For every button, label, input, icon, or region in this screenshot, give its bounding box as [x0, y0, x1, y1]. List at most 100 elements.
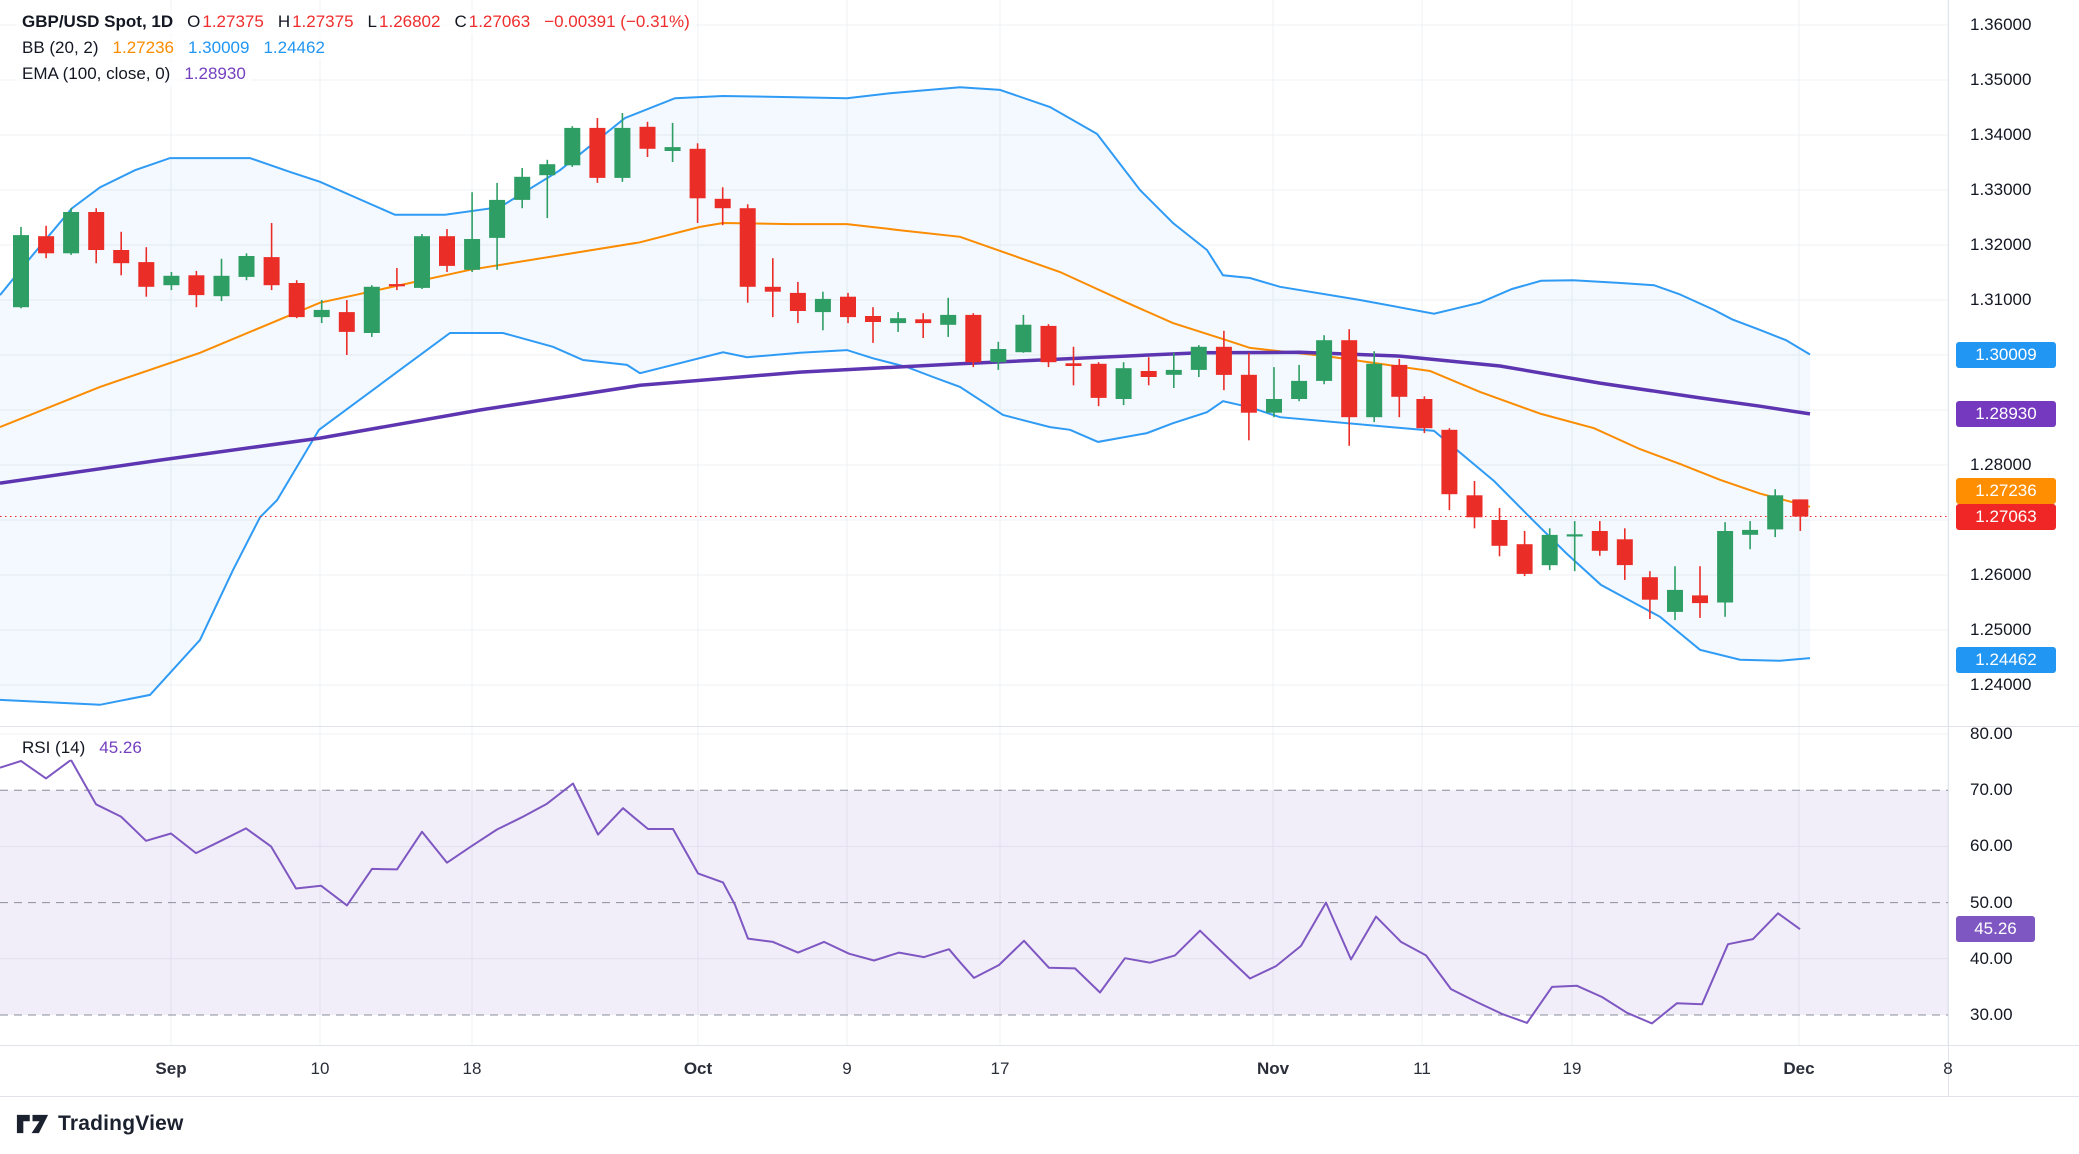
price-tick-label: 1.24000: [1970, 675, 2032, 694]
rsi-legend-row[interactable]: RSI (14) 45.26: [16, 736, 148, 760]
main-legend: GBP/USD Spot, 1D O 1.27375 H 1.27375 L 1.26…: [16, 10, 696, 86]
candle-body: [1792, 499, 1809, 517]
ema-line: [0, 350, 1811, 485]
candle-body: [138, 262, 155, 287]
bb-lower-line: [0, 332, 1811, 706]
bb-basis-value: 1.27236: [112, 38, 174, 57]
price-tick-label: 1.32000: [1970, 235, 2032, 254]
candle-body: [514, 176, 531, 200]
candle-body: [88, 212, 105, 250]
candle-body: [213, 275, 230, 297]
price-axis-badge: 1.27063: [1956, 503, 2056, 530]
candle-body: [1667, 589, 1683, 612]
rsi-legend: RSI (14) 45.26: [16, 736, 148, 760]
bb-label: BB (20, 2): [22, 38, 99, 57]
price-pane[interactable]: [0, 86, 1948, 706]
candle-body: [439, 236, 455, 266]
candle-body: [163, 275, 180, 286]
time-tick-label: 18: [462, 1059, 482, 1078]
time-tick-label: 10: [310, 1059, 330, 1078]
bb-fill-area: [0, 87, 1810, 705]
candle-body: [1190, 346, 1207, 370]
bb-upper-value: 1.30009: [188, 38, 250, 57]
candle-body: [1065, 363, 1082, 366]
tradingview-brand-text: TradingView: [58, 1112, 184, 1135]
candle-body: [1165, 369, 1182, 375]
rsi-tick-label: 50.00: [1970, 892, 2013, 912]
candle-body: [664, 147, 681, 151]
price-tick-label: 1.25000: [1970, 620, 2032, 639]
candle-body: [1140, 371, 1157, 377]
price-tick-label: 1.28000: [1970, 455, 2032, 474]
symbol-legend-row[interactable]: GBP/USD Spot, 1D O 1.27375 H 1.27375 L 1.26…: [16, 10, 696, 34]
candle-body: [915, 319, 932, 324]
candle-body: [764, 286, 781, 292]
low-value: L 1.26802: [367, 12, 441, 31]
tradingview-attribution[interactable]: TradingView: [16, 1112, 184, 1136]
rsi-value: 45.26: [99, 738, 142, 757]
candle-body: [1566, 534, 1583, 537]
candle-body: [714, 198, 731, 209]
rsi-tick-label: 30.00: [1970, 1005, 2013, 1024]
candle-body: [1491, 520, 1508, 546]
price-tick-label: 1.31000: [1970, 290, 2032, 309]
candle-body: [689, 148, 706, 199]
price-tick-label: 1.33000: [1970, 180, 2032, 199]
symbol-title: GBP/USD Spot, 1D: [22, 12, 174, 31]
candle-body: [313, 309, 330, 318]
candle-body: [1767, 495, 1784, 530]
candle-body: [614, 127, 631, 178]
price-tick-label: 1.35000: [1970, 70, 2032, 89]
tradingview-logo-icon: [16, 1114, 49, 1134]
time-tick-label: Dec: [1783, 1059, 1815, 1078]
candle-body: [113, 250, 130, 264]
rsi-tick-label: 60.00: [1970, 836, 2013, 856]
candle-body: [388, 284, 405, 287]
rsi-tick-label: 80.00: [1970, 724, 2013, 743]
candle-body: [1391, 364, 1408, 397]
bb-basis-line: [0, 221, 1811, 508]
candle-body: [288, 283, 305, 318]
candle-body: [1015, 324, 1032, 353]
candle-body: [639, 126, 656, 149]
candle-body: [414, 236, 430, 288]
time-tick-label: 11: [1413, 1059, 1431, 1078]
candle-body: [38, 236, 55, 254]
candle-body: [1115, 368, 1132, 399]
bb-upper-line: [0, 86, 1811, 356]
candle-body: [1616, 539, 1633, 566]
price-tick-label: 1.26000: [1970, 565, 2032, 584]
candle-body: [840, 296, 856, 318]
candle-body: [1040, 325, 1057, 363]
candle-body: [1516, 544, 1533, 574]
candle-body: [1466, 495, 1483, 518]
candle-body: [865, 316, 881, 322]
ema-legend-row[interactable]: EMA (100, close, 0) 1.28930: [16, 62, 252, 86]
candle-body: [1366, 363, 1383, 418]
candle-body: [814, 298, 831, 313]
close-value: C 1.27063: [454, 12, 531, 31]
candle-body: [1742, 529, 1759, 535]
candle-body: [564, 127, 581, 166]
candle-body: [489, 199, 506, 238]
rsi-tick-label: 70.00: [1970, 780, 2013, 800]
candle-body: [363, 286, 380, 333]
price-tick-label: 1.34000: [1970, 125, 2032, 144]
candle-body: [1316, 340, 1333, 381]
rsi-line: [0, 758, 1801, 1025]
ema-label: EMA (100, close, 0): [22, 64, 171, 83]
rsi-pane[interactable]: [0, 758, 1948, 1025]
price-axis-badge: 1.24462: [1956, 646, 2056, 673]
candle-body: [338, 312, 355, 332]
candle-body: [1441, 429, 1458, 495]
candle-body: [1090, 363, 1107, 398]
candle-body: [63, 212, 80, 254]
candle-body: [789, 292, 806, 311]
candle-body: [263, 257, 280, 286]
time-tick-label: 9: [842, 1059, 852, 1078]
bb-legend-row[interactable]: BB (20, 2) 1.27236 1.30009 1.24462: [16, 36, 331, 60]
candle-body: [965, 314, 982, 363]
candle-body: [739, 208, 756, 287]
candle-body: [1240, 374, 1257, 413]
